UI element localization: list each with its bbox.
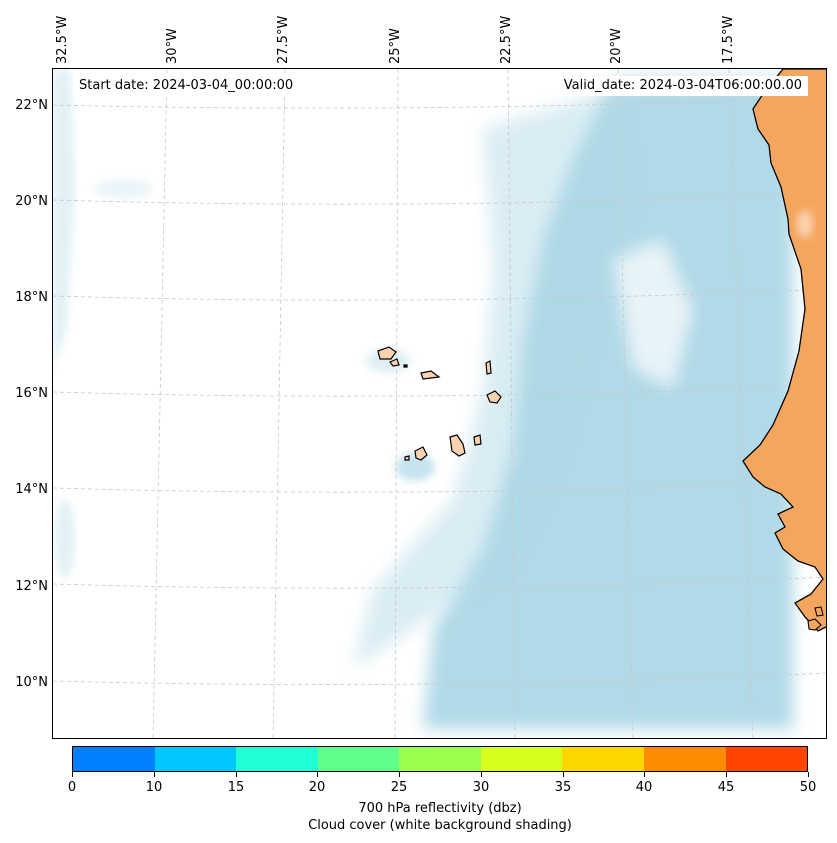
latitude-label: 14°N: [15, 482, 48, 497]
cloud-patch-island-2: [366, 349, 410, 373]
colorbar-tick-mark: [808, 772, 809, 777]
colorbar-segment: [562, 747, 644, 771]
colorbar-tick-mark: [726, 772, 727, 777]
colorbar-tick-label: 50: [799, 780, 817, 795]
colorbar-tick-label: 20: [308, 780, 326, 795]
longitude-label: 30°W: [165, 28, 180, 64]
map-panel[interactable]: [52, 68, 827, 739]
valid-date-label: Valid_date: 2024-03-04T06:00:00.00: [557, 76, 808, 96]
island-sal: [485, 360, 492, 375]
start-date-label: Start date: 2024-03-04_00:00:00: [73, 76, 300, 96]
cloud-patch-north: [93, 179, 153, 199]
colorbar-tick-mark: [563, 772, 564, 777]
island-fogo: [414, 446, 428, 461]
island-santiago: [449, 434, 466, 457]
island-brava: [404, 455, 410, 461]
latitude-label: 20°N: [15, 194, 48, 209]
africa-hotspot: [797, 210, 813, 238]
colorbar-segment: [73, 747, 155, 771]
colorbar-segment: [154, 747, 237, 771]
colorbar-tick-label: 0: [67, 780, 77, 795]
latitude-label: 12°N: [15, 579, 48, 594]
colorbar-label: 700 hPa reflectivity (dbz): [358, 801, 522, 816]
colorbar-tick-mark: [236, 772, 237, 777]
colorbar-tick-label: 40: [635, 780, 653, 795]
map-canvas: [53, 69, 826, 738]
cloud-patch-island: [395, 453, 435, 481]
africa-islands-south: [807, 606, 824, 631]
island-boa-vista: [486, 390, 502, 404]
longitude-label: 27.5°W: [276, 15, 291, 64]
colorbar-segment: [236, 747, 318, 771]
colorbar-tick-label: 10: [145, 780, 163, 795]
cloud-region-band: [353, 89, 633, 669]
longitude-label: 17.5°W: [721, 15, 736, 64]
longitude-label: 32.5°W: [55, 15, 70, 64]
colorbar-tick-label: 30: [472, 780, 490, 795]
colorbar-tick-mark: [72, 772, 73, 777]
cape-verde-islands: [377, 346, 502, 461]
island-sao-nicolau: [420, 370, 441, 380]
cloud-patch-southwest: [55, 499, 75, 579]
island-santa-luzia: [403, 364, 408, 368]
cloud-region-east: [423, 79, 793, 729]
colorbar-segment: [399, 747, 481, 771]
island-santo-antao: [377, 346, 397, 360]
cloud-region-left-edge: [53, 69, 75, 369]
cloud-cover-shading: [53, 69, 793, 729]
colorbar-tick-label: 35: [554, 780, 572, 795]
cloud-region-bright-gap: [613, 239, 693, 389]
colorbar-tick-mark: [644, 772, 645, 777]
longitude-label: 20°W: [609, 28, 624, 64]
colorbar-segment: [643, 747, 726, 771]
colorbar-tick-mark: [154, 772, 155, 777]
colorbar-tick-mark: [317, 772, 318, 777]
colorbar-tick-mark: [399, 772, 400, 777]
africa-mainland: [742, 69, 826, 632]
colorbar-tick-mark: [481, 772, 482, 777]
longitude-label: 22.5°W: [499, 15, 514, 64]
latitude-label: 16°N: [15, 386, 48, 401]
colorbar-tick-label: 25: [390, 780, 408, 795]
longitude-label: 25°W: [388, 28, 403, 64]
latitude-label: 22°N: [15, 98, 48, 113]
colorbar-tick-label: 45: [717, 780, 735, 795]
latitude-label: 18°N: [15, 290, 48, 305]
colorbar-tick-label: 15: [227, 780, 245, 795]
island-maio: [473, 434, 482, 446]
colorbar-segment: [317, 747, 400, 771]
island-sao-vicente: [389, 358, 400, 367]
colorbar-sublabel: Cloud cover (white background shading): [308, 818, 572, 833]
colorbar-segment: [725, 747, 808, 771]
colorbar-segment: [480, 747, 563, 771]
latitude-label: 10°N: [15, 675, 48, 690]
reflectivity-colorbar: [72, 746, 808, 772]
